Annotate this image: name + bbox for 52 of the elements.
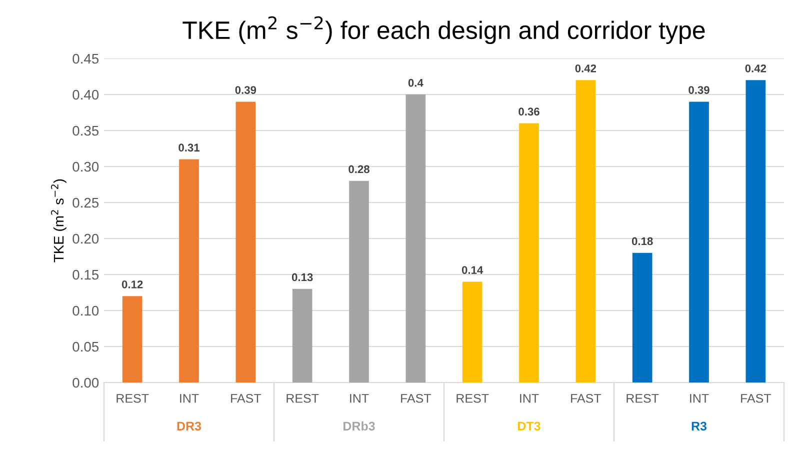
bar (576, 80, 596, 382)
bar (122, 296, 142, 382)
data-label: 0.42 (745, 64, 766, 72)
bar (519, 123, 539, 382)
bar (236, 102, 256, 382)
data-label: 0.12 (122, 280, 143, 288)
text: DR3 (177, 422, 202, 431)
y-tick-label: 0.35 (72, 126, 99, 136)
x-tick-label: REST (286, 394, 319, 403)
y-tick-label: 0.20 (72, 234, 99, 244)
y-tick-label: 0.25 (72, 198, 99, 208)
chart-title: TKE (m$^{2}$ s$^{−2}$) for each design and corridor type (182, 16, 705, 44)
text: DT3 (518, 422, 540, 431)
data-label: 0.39 (235, 86, 256, 94)
bar (179, 159, 199, 382)
bar (689, 102, 709, 382)
text: R3 (692, 422, 707, 431)
y-tick-label: 0.45 (72, 54, 99, 64)
x-tick-label: FAST (401, 394, 432, 403)
x-tick-label: INT (520, 394, 539, 403)
y-tick-label: 0.15 (72, 270, 99, 280)
data-label: 0.18 (632, 237, 653, 246)
x-tick-label: FAST (231, 394, 262, 403)
y-tick-label: 0.05 (72, 342, 99, 352)
data-label: 0.42 (575, 64, 596, 72)
x-tick-label: FAST (741, 394, 772, 403)
y-tick-label: 0.30 (72, 162, 99, 172)
x-tick-label: REST (116, 394, 149, 403)
bar (406, 94, 426, 382)
bar (292, 288, 312, 382)
bar (746, 80, 766, 382)
y-axis-title: TKE (m$^{2}$ s$^{−2}$) (51, 179, 66, 262)
data-label: 0.28 (348, 165, 370, 174)
bar (462, 282, 482, 382)
y-tick-label: 0.40 (72, 90, 99, 100)
y-tick-label: 0.10 (72, 306, 99, 316)
bar (349, 180, 369, 382)
x-tick-label: INT (180, 394, 199, 403)
data-label: 0.4 (408, 78, 424, 87)
bar (632, 252, 652, 382)
x-tick-label: REST (626, 394, 659, 403)
data-label: 0.31 (178, 144, 200, 152)
x-tick-label: INT (690, 394, 709, 403)
x-tick-label: FAST (571, 394, 602, 403)
data-label: 0.36 (518, 108, 540, 116)
x-tick-label: INT (350, 394, 369, 403)
data-label: 0.13 (292, 273, 313, 282)
data-label: 0.14 (462, 266, 484, 274)
y-tick-label: 0.00 (72, 378, 99, 388)
text: DRb3 (344, 421, 375, 431)
data-label: 0.39 (688, 86, 710, 94)
x-tick-label: REST (456, 394, 489, 403)
